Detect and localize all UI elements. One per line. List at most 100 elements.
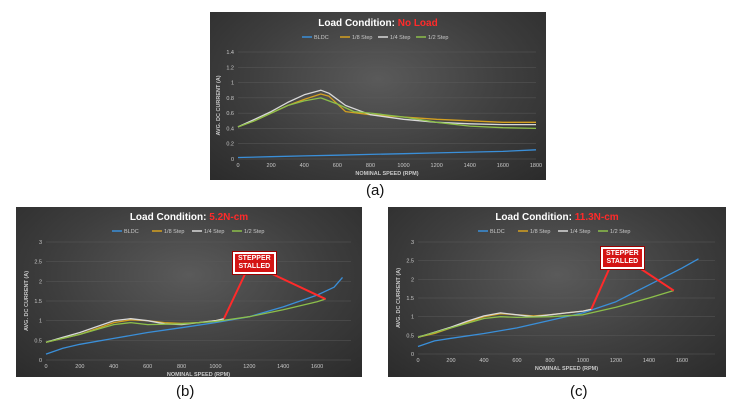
x-tick-label: 800 (177, 364, 186, 370)
y-tick-label: 1 (411, 315, 414, 321)
x-tick-label: 200 (446, 358, 455, 364)
legend-label: 1/4 Step (204, 229, 225, 235)
chart-svg-5-2ncm: Load Condition: 5.2N-cm BLDC 1/8 Step 1/4 S… (24, 212, 351, 377)
x-tick-label: 800 (366, 163, 375, 169)
x-tick-label: 1600 (311, 364, 323, 370)
stalled-arrow (637, 266, 675, 292)
chart-title-load: 5.2N-cm (209, 212, 248, 223)
y-tick-label: 0.5 (406, 333, 414, 339)
chart-title-load: No Load (398, 18, 438, 29)
x-tick-label: 600 (143, 364, 152, 370)
y-tick-label: 0.8 (226, 96, 234, 102)
y-tick-label: 2.5 (34, 260, 42, 266)
series-line-1-2-step (45, 298, 326, 343)
legend-label: 1/8 Step (530, 229, 551, 235)
x-tick-label: 1000 (577, 358, 589, 364)
x-tick-label: 1400 (464, 163, 476, 169)
callout-label: STEPPER STALLED (238, 255, 271, 270)
legend-label: BLDC (490, 229, 505, 235)
stepper-stalled-callout: STEPPER STALLED (601, 247, 644, 269)
y-tick-label: 1.4 (226, 50, 234, 56)
legend-label: 1/8 Step (164, 229, 185, 235)
chart-panel-no-load: Load Condition: No Load BLDC 1/8 Step 1/4 S… (210, 12, 546, 180)
x-tick-label: 400 (109, 364, 118, 370)
y-tick-label: 1.5 (34, 299, 42, 305)
y-axis-label: AVG. DC CURRENT (A) (396, 268, 402, 328)
legend-label: 1/2 Step (244, 229, 265, 235)
x-tick-label: 1000 (209, 364, 221, 370)
legend-label: 1/4 Step (390, 35, 411, 41)
y-tick-label: 0.6 (226, 111, 234, 117)
chart-title: Load Condition: 11.3N-cm (495, 212, 618, 223)
chart-title-prefix: Load Condition: (130, 212, 209, 223)
x-tick-label: 1800 (530, 163, 542, 169)
x-tick-label: 1200 (243, 364, 255, 370)
y-tick-label: 2 (411, 277, 414, 283)
stepper-stalled-callout: STEPPER STALLED (233, 252, 276, 274)
chart-svg-no-load: Load Condition: No Load BLDC 1/8 Step 1/4 S… (216, 18, 542, 177)
y-axis-label: AVG. DC CURRENT (A) (216, 75, 222, 135)
y-tick-label: 1 (231, 81, 234, 87)
x-tick-label: 400 (300, 163, 309, 169)
y-tick-label: 0 (231, 157, 234, 163)
caption-b: (b) (176, 383, 195, 400)
y-tick-label: 3 (411, 240, 414, 246)
stalled-arrow (590, 266, 611, 310)
chart-title-prefix: Load Condition: (495, 212, 574, 223)
y-tick-label: 0 (411, 352, 414, 358)
y-tick-label: 0.2 (226, 142, 234, 148)
y-tick-label: 0.4 (226, 126, 234, 132)
x-axis-label: NOMINAL SPEED (RPM) (167, 372, 230, 377)
x-tick-label: 0 (236, 163, 239, 169)
legend-label: 1/2 Step (428, 35, 449, 41)
y-tick-label: 0.5 (34, 338, 42, 344)
chart-panel-11-3ncm: Load Condition: 11.3N-cm BLDC 1/8 Step 1/4 … (388, 207, 726, 377)
callout-label: STEPPER STALLED (606, 250, 639, 265)
stalled-arrow (223, 271, 247, 320)
y-tick-label: 1.2 (226, 65, 234, 71)
y-tick-label: 3 (39, 240, 42, 246)
stalled-arrow (267, 271, 327, 300)
x-tick-label: 1000 (397, 163, 409, 169)
series-line-bldc (45, 276, 343, 355)
legend-label: BLDC (124, 229, 139, 235)
y-tick-label: 1.5 (406, 296, 414, 302)
x-tick-label: 200 (75, 364, 84, 370)
chart-title: Load Condition: No Load (318, 18, 437, 29)
x-tick-label: 1600 (497, 163, 509, 169)
series-line-1-2-step (417, 289, 674, 338)
series-line-1-4-step (237, 89, 536, 128)
x-tick-label: 1600 (676, 358, 688, 364)
series-line-1-4-step (417, 308, 592, 338)
series-line-1-8-step (237, 93, 536, 128)
caption-a: (a) (366, 182, 385, 199)
chart-panel-5-2ncm: Load Condition: 5.2N-cm BLDC 1/8 Step 1/4 S… (16, 207, 362, 377)
series-line-bldc (237, 149, 537, 159)
x-tick-label: 400 (479, 358, 488, 364)
chart-title: Load Condition: 5.2N-cm (130, 212, 248, 223)
x-axis-label: NOMINAL SPEED (RPM) (535, 366, 598, 372)
chart-title-load: 11.3N-cm (575, 212, 619, 223)
legend-label: BLDC (314, 35, 329, 41)
y-tick-label: 1 (39, 319, 42, 325)
chart-svg-11-3ncm: Load Condition: 11.3N-cm BLDC 1/8 Step 1/4 … (396, 212, 715, 372)
x-tick-label: 0 (416, 358, 419, 364)
series-line-bldc (417, 258, 699, 348)
x-tick-label: 1200 (610, 358, 622, 364)
chart-title-prefix: Load Condition: (318, 18, 397, 29)
x-tick-label: 1400 (277, 364, 289, 370)
x-tick-label: 0 (44, 364, 47, 370)
x-tick-label: 600 (333, 163, 342, 169)
y-tick-label: 0 (39, 358, 42, 364)
legend-label: 1/2 Step (610, 229, 631, 235)
legend-label: 1/8 Step (352, 35, 373, 41)
x-tick-label: 200 (267, 163, 276, 169)
x-axis-label: NOMINAL SPEED (RPM) (355, 171, 418, 177)
y-tick-label: 2.5 (406, 259, 414, 265)
x-tick-label: 1400 (643, 358, 655, 364)
x-tick-label: 600 (512, 358, 521, 364)
y-axis-label: AVG. DC CURRENT (A) (24, 271, 30, 331)
x-tick-label: 1200 (431, 163, 443, 169)
series-line-1-2-step (237, 97, 537, 130)
y-tick-label: 2 (39, 279, 42, 285)
